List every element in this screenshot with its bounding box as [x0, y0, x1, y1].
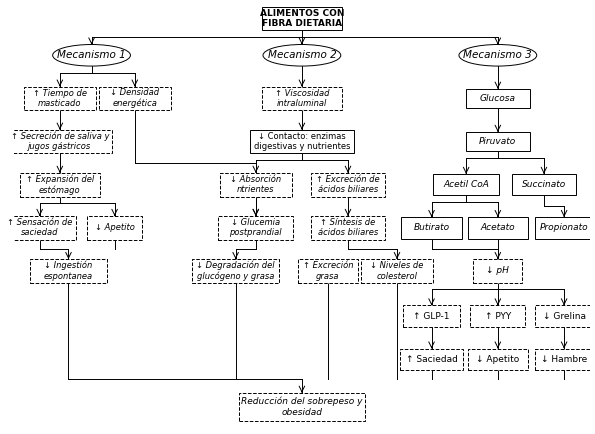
- FancyBboxPatch shape: [474, 259, 522, 283]
- Text: ↑ Secreción de saliva y
jugos gástricos: ↑ Secreción de saliva y jugos gástricos: [11, 132, 109, 151]
- Text: ↓ pH: ↓ pH: [486, 266, 509, 276]
- FancyBboxPatch shape: [298, 259, 358, 283]
- Text: ↓ Grelina: ↓ Grelina: [543, 312, 585, 321]
- FancyBboxPatch shape: [218, 216, 293, 240]
- Text: ↓ Absorción
ntrientes: ↓ Absorción ntrientes: [230, 175, 281, 194]
- Text: ↑ Tiempo de
masticado: ↑ Tiempo de masticado: [33, 89, 87, 108]
- FancyBboxPatch shape: [361, 259, 433, 283]
- Text: ↑ Excreción de
ácidos biliares: ↑ Excreción de ácidos biliares: [316, 175, 380, 194]
- Text: Glucosa: Glucosa: [480, 94, 516, 103]
- Text: ↓ Glucemia
postprandial: ↓ Glucemia postprandial: [230, 218, 282, 237]
- Text: Acetato: Acetato: [481, 223, 515, 232]
- Text: ↑ Viscosidad
intraluminal: ↑ Viscosidad intraluminal: [275, 89, 329, 108]
- Text: Mecanismo 2: Mecanismo 2: [268, 50, 336, 60]
- Text: ↓ Ingestión
espontanea: ↓ Ingestión espontanea: [44, 261, 93, 281]
- FancyBboxPatch shape: [403, 306, 461, 327]
- FancyBboxPatch shape: [24, 86, 96, 110]
- FancyBboxPatch shape: [220, 173, 292, 197]
- FancyBboxPatch shape: [262, 7, 342, 30]
- FancyBboxPatch shape: [20, 173, 100, 197]
- FancyBboxPatch shape: [8, 130, 112, 153]
- FancyBboxPatch shape: [87, 216, 142, 240]
- Text: ↓ Densidad
energética: ↓ Densidad energética: [110, 89, 159, 108]
- Text: ↑ PYY: ↑ PYY: [485, 312, 511, 321]
- Text: ↑ GLP-1: ↑ GLP-1: [414, 312, 450, 321]
- FancyBboxPatch shape: [401, 217, 462, 239]
- FancyBboxPatch shape: [239, 393, 365, 421]
- FancyBboxPatch shape: [250, 130, 354, 153]
- FancyBboxPatch shape: [433, 174, 499, 195]
- Text: Butirato: Butirato: [414, 223, 450, 232]
- Text: Mecanismo 3: Mecanismo 3: [464, 50, 532, 60]
- Text: ALIMENTOS CON
FIBRA DIETARIA: ALIMENTOS CON FIBRA DIETARIA: [259, 9, 344, 28]
- FancyBboxPatch shape: [262, 86, 342, 110]
- Text: ↓ Degradación del
glucógeno y grasa: ↓ Degradación del glucógeno y grasa: [196, 261, 275, 281]
- Text: Succinato: Succinato: [522, 180, 566, 189]
- Text: Mecanismo 1: Mecanismo 1: [57, 50, 126, 60]
- Text: ↓ Contacto: enzimas
digestivas y nutrientes: ↓ Contacto: enzimas digestivas y nutrien…: [253, 132, 350, 151]
- Text: ↓ Niveles de
colesterol: ↓ Niveles de colesterol: [370, 261, 424, 281]
- Text: ↑ Síntesis de
ácidos biliares: ↑ Síntesis de ácidos biliares: [318, 218, 378, 237]
- Text: ↓ Apetito: ↓ Apetito: [95, 223, 134, 232]
- Ellipse shape: [52, 45, 130, 66]
- FancyBboxPatch shape: [536, 306, 593, 327]
- FancyBboxPatch shape: [4, 216, 76, 240]
- FancyBboxPatch shape: [192, 259, 279, 283]
- FancyBboxPatch shape: [536, 349, 593, 370]
- FancyBboxPatch shape: [468, 217, 528, 239]
- FancyBboxPatch shape: [468, 349, 528, 370]
- FancyBboxPatch shape: [311, 173, 386, 197]
- Text: ↑ Sensación de
saciedad: ↑ Sensación de saciedad: [7, 218, 73, 237]
- FancyBboxPatch shape: [400, 349, 464, 370]
- Text: Propionato: Propionato: [540, 223, 588, 232]
- Text: ↑ Saciedad: ↑ Saciedad: [406, 355, 458, 364]
- Ellipse shape: [459, 45, 537, 66]
- FancyBboxPatch shape: [99, 86, 171, 110]
- Text: ↑ Expansión del
estómago: ↑ Expansión del estómago: [26, 174, 94, 195]
- FancyBboxPatch shape: [536, 217, 593, 239]
- FancyBboxPatch shape: [466, 132, 530, 151]
- Text: Piruvato: Piruvato: [479, 137, 516, 146]
- FancyBboxPatch shape: [30, 259, 108, 283]
- FancyBboxPatch shape: [471, 306, 525, 327]
- Text: ↑ Excreción
grasa: ↑ Excreción grasa: [303, 261, 353, 281]
- FancyBboxPatch shape: [512, 174, 575, 195]
- FancyBboxPatch shape: [311, 216, 386, 240]
- Text: ↓ Apetito: ↓ Apetito: [476, 355, 519, 364]
- Text: ↓ Hambre: ↓ Hambre: [541, 355, 587, 364]
- FancyBboxPatch shape: [466, 89, 530, 108]
- Text: Acetil CoA: Acetil CoA: [443, 180, 489, 189]
- Text: Reducción del sobrepeso y
obesidad: Reducción del sobrepeso y obesidad: [241, 397, 362, 417]
- Ellipse shape: [263, 45, 341, 66]
